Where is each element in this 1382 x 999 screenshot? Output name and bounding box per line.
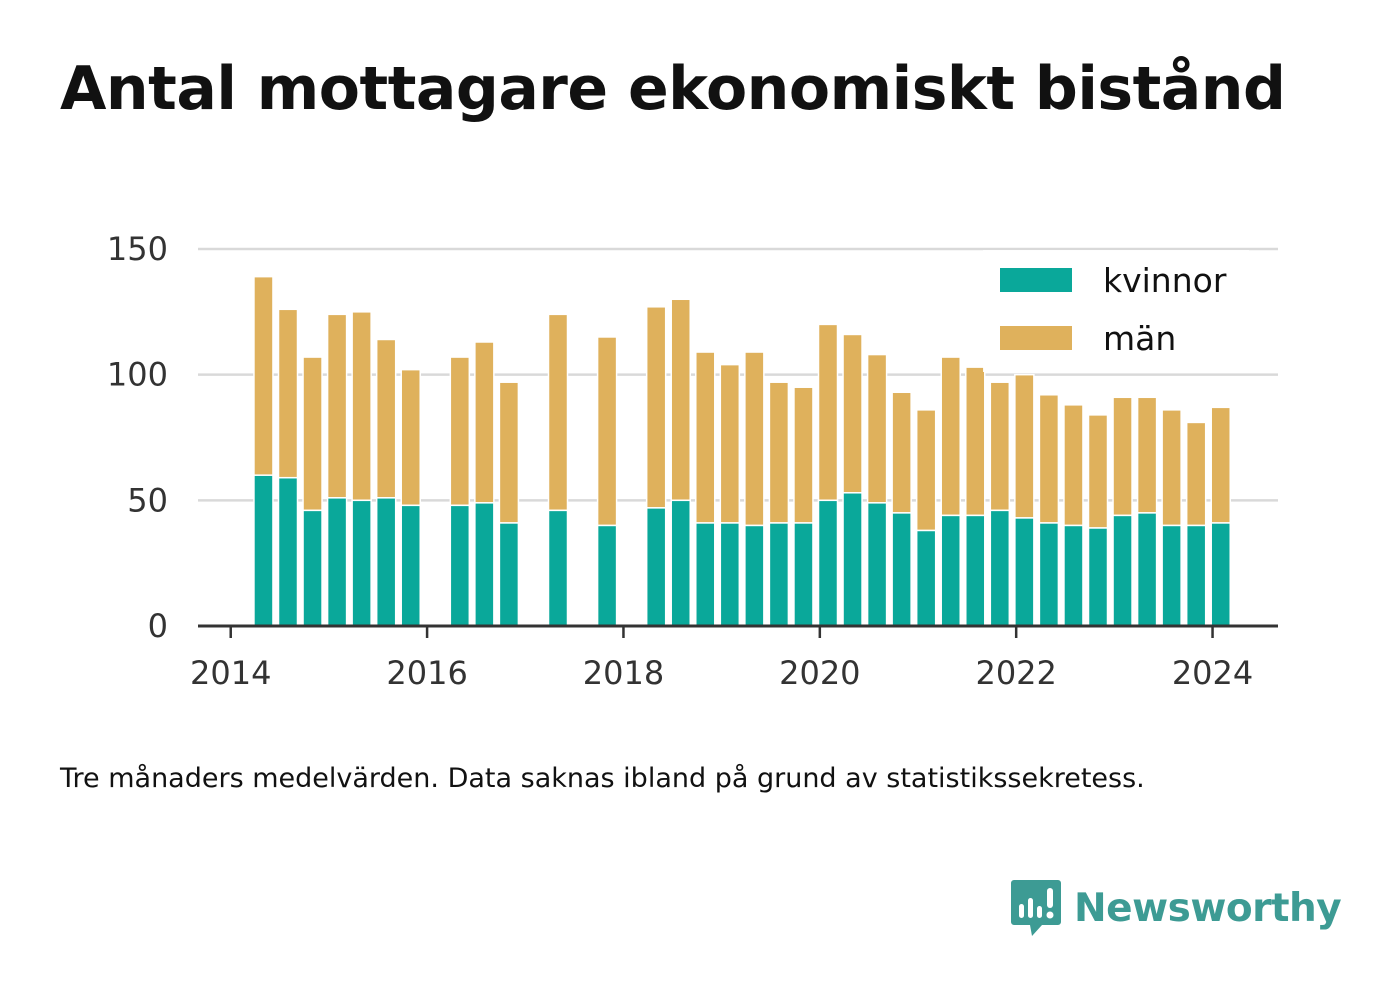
bar-man: [1136, 396, 1158, 514]
x-tick-label: 2020: [779, 654, 860, 692]
bar-kvinnor: [940, 514, 961, 627]
y-tick-label: 50: [127, 481, 168, 519]
chart-title: Antal mottagare ekonomiskt bistånd: [60, 54, 1286, 124]
bar-man: [842, 333, 863, 494]
y-tick-label: 0: [148, 607, 168, 645]
legend-swatch-man: [1000, 326, 1072, 350]
bar-man: [989, 381, 1011, 512]
bar-man: [719, 363, 741, 524]
bar-man: [695, 351, 716, 524]
bar-man: [1087, 414, 1109, 529]
bar-man: [670, 298, 691, 502]
bar-man: [940, 356, 961, 517]
bar-man: [375, 338, 397, 499]
bar-kvinnor: [449, 504, 471, 627]
bar-kvinnor: [277, 476, 299, 627]
bar-kvinnor: [1038, 522, 1060, 627]
bar-man: [1112, 396, 1133, 517]
bar-kvinnor: [1136, 512, 1158, 627]
bar-kvinnor: [1112, 514, 1133, 627]
newsworthy-logo-icon: [1011, 880, 1061, 936]
bar-kvinnor: [474, 502, 495, 627]
bar-kvinnor: [253, 474, 274, 627]
bar-man: [277, 308, 299, 479]
bar-kvinnor: [744, 524, 765, 627]
bar-kvinnor: [596, 524, 618, 627]
bar-man: [915, 409, 937, 532]
bar-kvinnor: [1014, 517, 1035, 627]
bar-man: [302, 356, 323, 512]
bar-man: [866, 353, 888, 504]
bar-kvinnor: [695, 522, 716, 627]
bar-kvinnor: [670, 499, 691, 627]
legend: kvinnor män: [983, 250, 1249, 372]
bar-man: [891, 391, 912, 514]
bar-man: [1185, 421, 1207, 527]
bar-man: [1161, 409, 1182, 527]
x-tick-label: 2014: [190, 654, 271, 692]
bar-kvinnor: [1185, 524, 1207, 627]
bar-man: [965, 366, 986, 517]
x-tick-label: 2024: [1172, 654, 1253, 692]
bar-kvinnor: [645, 507, 667, 627]
bar-man: [400, 368, 421, 507]
brand-logo: Newsworthy: [1010, 878, 1342, 938]
x-tick-label: 2022: [975, 654, 1056, 692]
bar-kvinnor: [965, 514, 986, 627]
chart-caption: Tre månaders medelvärden. Data saknas ib…: [60, 763, 1145, 794]
bar-man: [1038, 394, 1060, 524]
bar-man: [645, 306, 667, 509]
bar-kvinnor: [891, 512, 912, 627]
bar-kvinnor: [400, 504, 421, 627]
bar-kvinnor: [351, 499, 372, 627]
bar-man: [1014, 373, 1035, 519]
legend-swatch-kvinnor: [1000, 268, 1072, 292]
y-tick-label: 100: [107, 356, 168, 394]
bar-man: [1210, 406, 1231, 524]
bar-kvinnor: [915, 529, 937, 627]
bar-man: [1063, 404, 1084, 527]
bar-man: [547, 313, 569, 512]
bar-man: [351, 311, 372, 502]
x-tick-label: 2018: [583, 654, 664, 692]
bar-kvinnor: [842, 492, 863, 627]
bar-kvinnor: [547, 509, 569, 627]
bar-kvinnor: [793, 522, 814, 627]
legend-label: män: [1103, 319, 1176, 358]
bar-man: [253, 275, 274, 476]
bar-kvinnor: [817, 499, 839, 627]
bar-man: [744, 351, 765, 527]
bar-man: [793, 386, 814, 524]
bar-kvinnor: [989, 509, 1011, 627]
bar-kvinnor: [866, 502, 888, 627]
bar-kvinnor: [498, 522, 520, 627]
bar-kvinnor: [1063, 524, 1084, 627]
bar-kvinnor: [375, 497, 397, 627]
bar-kvinnor: [326, 497, 348, 627]
bar-kvinnor: [1210, 522, 1231, 627]
bar-kvinnor: [302, 509, 323, 627]
legend-label: kvinnor: [1103, 261, 1227, 300]
stacked-bar-chart: 0 50 100 150 2014 2016 2018 2020 2022 2024 kvinno…: [107, 230, 1278, 692]
bar-kvinnor: [768, 522, 790, 627]
bar-man: [817, 323, 839, 502]
y-tick-label: 150: [107, 230, 168, 268]
x-tick-label: 2016: [386, 654, 467, 692]
axes: 0 50 100 150 2014 2016 2018 2020 2022 2024: [107, 230, 1278, 692]
bar-man: [449, 356, 471, 507]
bar-kvinnor: [1087, 527, 1109, 627]
bar-man: [596, 336, 618, 527]
bar-kvinnor: [719, 522, 741, 627]
bar-man: [768, 381, 790, 524]
bar-kvinnor: [1161, 524, 1182, 627]
bar-man: [498, 381, 520, 524]
bar-man: [326, 313, 348, 499]
bar-man: [474, 341, 495, 504]
brand-name: Newsworthy: [1074, 885, 1342, 931]
